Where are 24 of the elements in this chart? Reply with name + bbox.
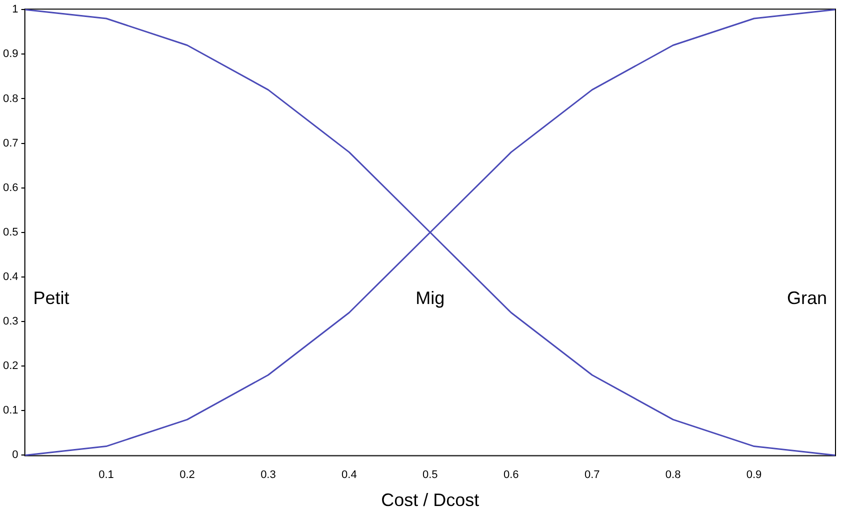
- x-tick-label: 0.9: [746, 468, 762, 481]
- x-tick-label: 0.5: [422, 468, 438, 481]
- x-tick-label: 0.8: [665, 468, 681, 481]
- x-tick-label: 0.4: [342, 468, 357, 481]
- x-tick-label: 0.6: [503, 468, 519, 481]
- annotation: Gran: [786, 288, 828, 308]
- y-tick-label: 0.2: [2, 360, 18, 372]
- y-tick-label: 0.3: [2, 316, 18, 328]
- y-tick-label: 1: [12, 4, 18, 16]
- x-tick-label: 0.3: [260, 468, 276, 481]
- x-axis-title: Cost / Dcost: [381, 490, 480, 510]
- annotation: Petit: [33, 288, 70, 308]
- y-tick-label: 0.8: [2, 92, 18, 105]
- y-tick-label: 0.1: [2, 404, 18, 417]
- y-tick-label: 0: [12, 449, 18, 462]
- y-tick-label: 0.5: [2, 226, 18, 238]
- y-tick-label: 0.6: [2, 182, 18, 194]
- x-tick-label: 0.7: [584, 468, 600, 481]
- y-tick-label: 0.9: [2, 48, 18, 60]
- x-tick-label: 0.2: [180, 468, 195, 481]
- x-tick-label: 0.1: [98, 468, 114, 481]
- y-tick-label: 0.4: [2, 270, 18, 283]
- y-tick-label: 0.7: [2, 137, 18, 150]
- annotation: Mig: [416, 288, 445, 308]
